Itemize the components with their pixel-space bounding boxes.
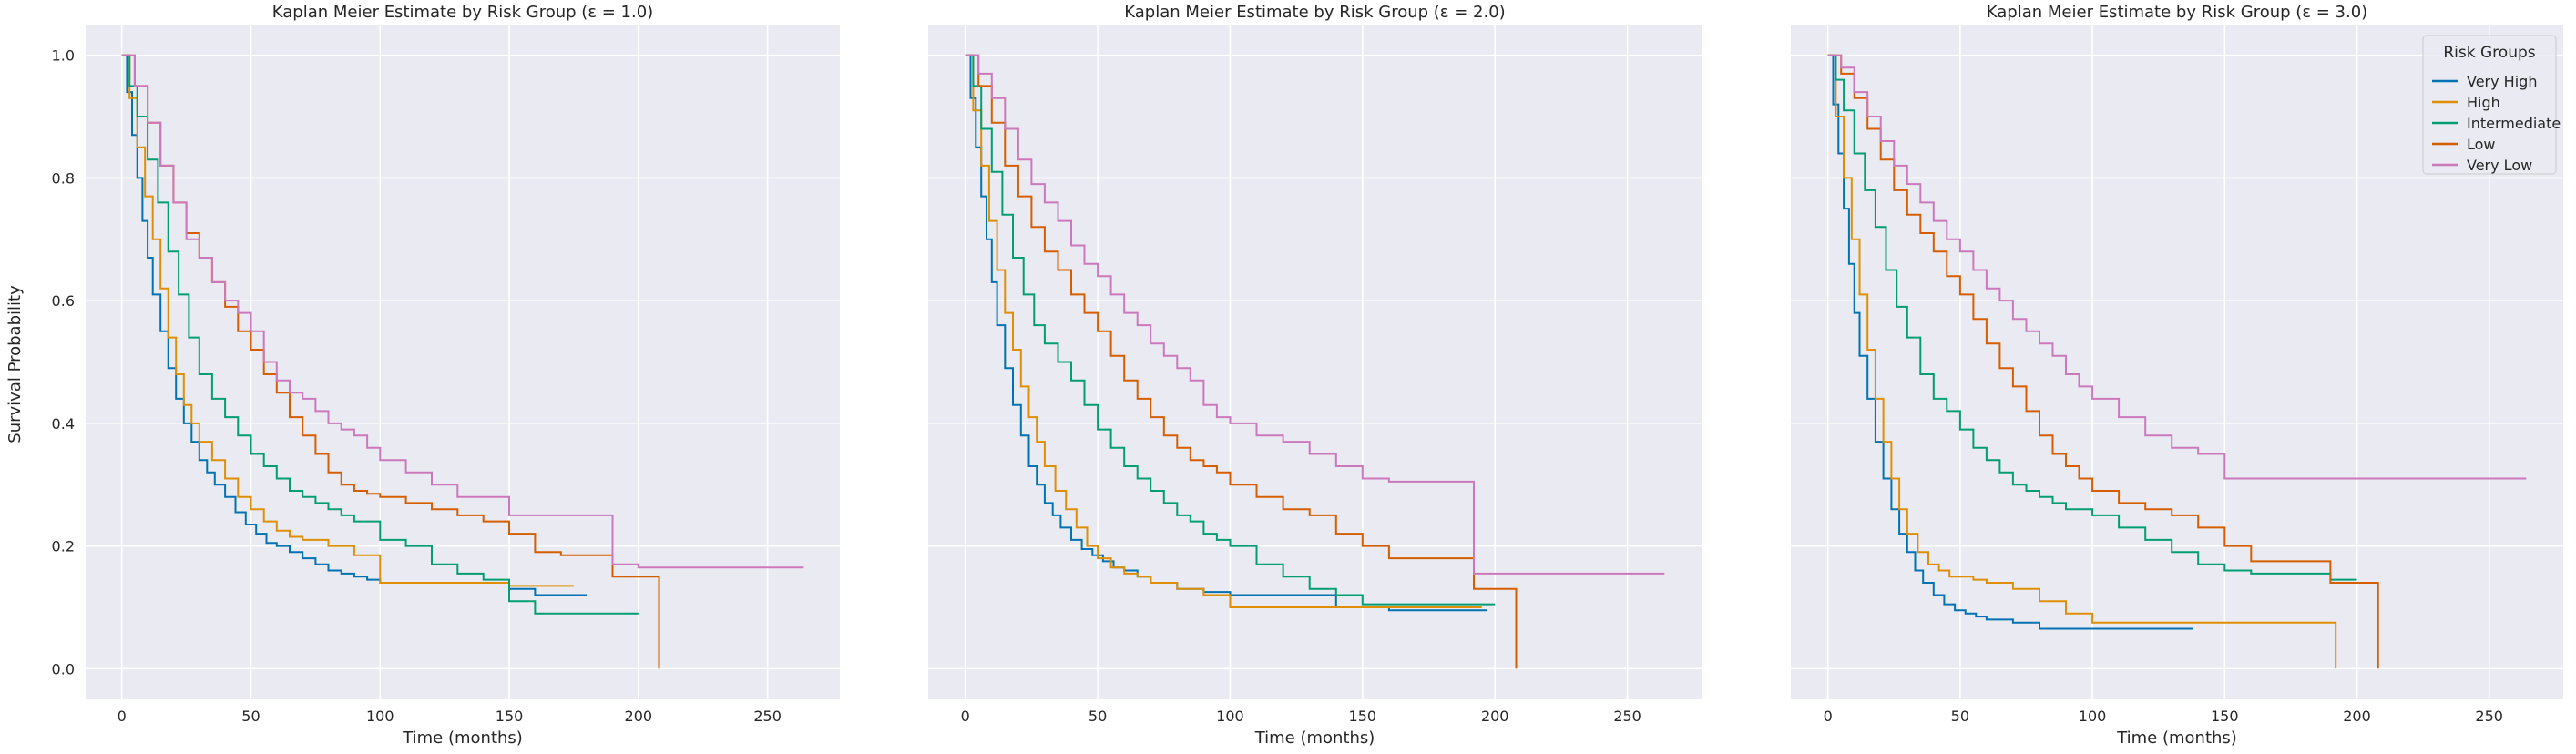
legend-label: Very Low bbox=[2467, 157, 2532, 174]
series-line-high bbox=[965, 54, 1482, 608]
x-tick-label: 250 bbox=[2475, 708, 2503, 725]
plot-area bbox=[86, 25, 840, 699]
legend-label: Low bbox=[2467, 136, 2496, 153]
y-tick-label: 0.2 bbox=[52, 538, 75, 555]
x-tick-label: 250 bbox=[753, 708, 782, 725]
x-tick-label: 50 bbox=[1951, 708, 1969, 725]
series-line-high bbox=[1827, 54, 2337, 669]
legend-title: Risk Groups bbox=[2443, 44, 2535, 62]
legend-box bbox=[2422, 35, 2557, 175]
panel-2: 0 50 100 150 200 250 Kaplan Meier Estimate by … bbox=[928, 3, 1702, 748]
x-tick-label: 100 bbox=[2079, 708, 2107, 725]
x-tick-label: 200 bbox=[2343, 708, 2371, 725]
x-tick-label: 150 bbox=[1349, 708, 1377, 725]
legend: Risk Groups Very High High Intermediate Low V… bbox=[2422, 35, 2561, 175]
panel-title: Kaplan Meier Estimate by Risk Group (ε =… bbox=[272, 3, 653, 22]
x-tick-label: 150 bbox=[2211, 708, 2239, 725]
x-tick-label: 50 bbox=[1089, 708, 1107, 725]
series-line-very-low bbox=[965, 54, 1665, 575]
x-tick-label: 150 bbox=[496, 708, 524, 725]
y-tick-label: 0.8 bbox=[52, 169, 75, 187]
legend-label: High bbox=[2467, 94, 2500, 111]
y-tick-label: 0.4 bbox=[52, 415, 75, 433]
series-line-intermediate bbox=[1827, 54, 2357, 581]
x-tick-label: 250 bbox=[1613, 708, 1641, 725]
legend-label: Very High bbox=[2467, 73, 2537, 90]
series-line-very-low bbox=[1827, 54, 2527, 480]
panel-title: Kaplan Meier Estimate by Risk Group (ε =… bbox=[1987, 3, 2367, 22]
x-axis-label: Time (months) bbox=[402, 729, 523, 748]
panel-title: Kaplan Meier Estimate by Risk Group (ε =… bbox=[1124, 3, 1505, 22]
y-tick-label: 0.6 bbox=[52, 292, 75, 310]
panel-1: 0 50 100 150 200 250 0.0 0.2 0.4 0.6 0.8 1.0 Kaplan … bbox=[52, 3, 840, 748]
series-line-high bbox=[121, 54, 574, 587]
x-tick-label: 0 bbox=[961, 708, 970, 725]
x-axis-label: Time (months) bbox=[1254, 729, 1375, 748]
x-tick-label: 0 bbox=[118, 708, 127, 725]
series-line-low bbox=[1827, 54, 2379, 669]
series-line-low bbox=[965, 54, 1518, 669]
series-line-intermediate bbox=[965, 54, 1496, 606]
x-tick-label: 0 bbox=[1824, 708, 1833, 725]
x-tick-label: 100 bbox=[1216, 708, 1244, 725]
x-tick-label: 50 bbox=[241, 708, 260, 725]
figure-ylabel: Survival Probability bbox=[5, 285, 25, 443]
series-line-very-low bbox=[121, 54, 804, 569]
y-tick-label: 1.0 bbox=[52, 47, 75, 65]
series-line-intermediate bbox=[121, 54, 639, 615]
plot-area bbox=[928, 25, 1702, 699]
x-tick-label: 200 bbox=[625, 708, 653, 725]
x-tick-label: 200 bbox=[1481, 708, 1509, 725]
series-line-very-high bbox=[1827, 54, 2193, 630]
x-axis-label: Time (months) bbox=[2116, 729, 2237, 748]
y-tick-label: 0.0 bbox=[52, 660, 75, 678]
legend-label: Intermediate bbox=[2467, 115, 2561, 132]
x-tick-label: 100 bbox=[366, 708, 394, 725]
